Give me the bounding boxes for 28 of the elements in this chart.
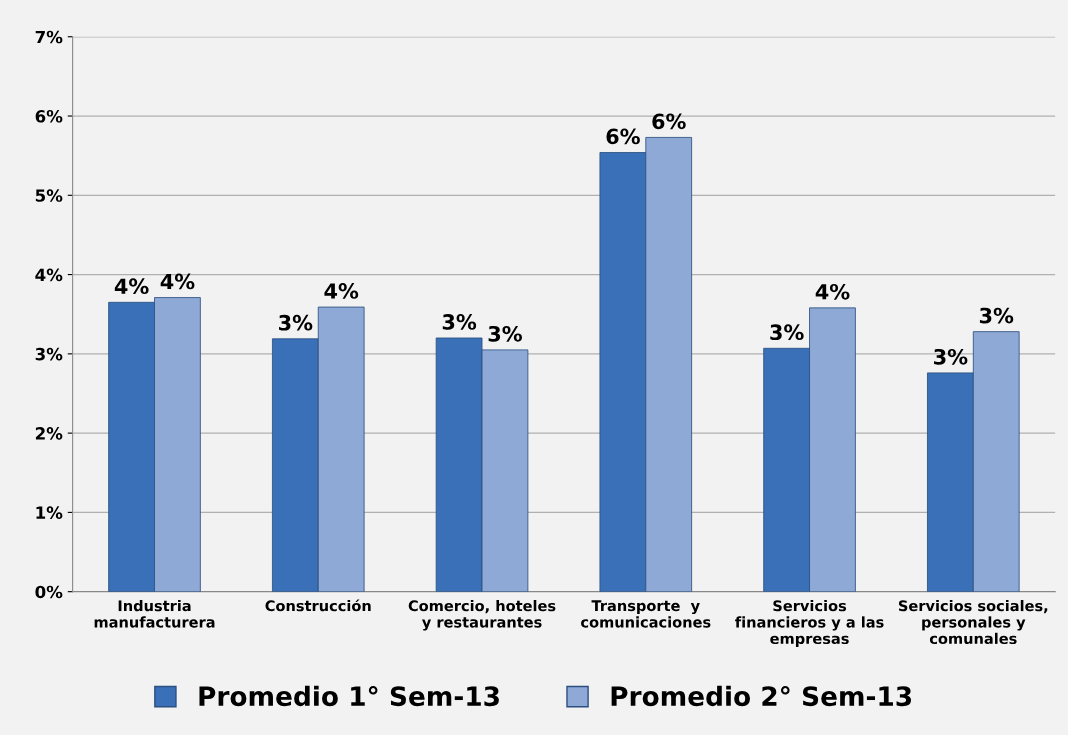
data-label: 6% <box>606 128 640 145</box>
y-tick-label: 2% <box>35 427 63 440</box>
legend-label: Promedio 1° Sem-13 <box>199 685 499 707</box>
y-tick-label: 6% <box>35 109 63 123</box>
data-label: 3% <box>442 314 477 330</box>
data-label: 4% <box>160 273 195 290</box>
y-tick-label: 1% <box>36 506 63 519</box>
data-label: 3% <box>488 325 522 342</box>
data-label: 4% <box>324 283 359 299</box>
y-tick-label: 5% <box>35 189 63 202</box>
y-tick-label: 3% <box>35 347 63 361</box>
x-tick-label: Servicios financieros y a las empresas <box>735 600 884 647</box>
y-tick-label: 0% <box>35 585 63 599</box>
y-tick-label: 7% <box>35 30 63 44</box>
x-tick-label: Comercio, hoteles y restaurantes <box>408 600 556 631</box>
data-label: 4% <box>815 283 850 300</box>
x-tick-label: Industria manufacturera <box>94 600 215 628</box>
data-label: 3% <box>979 307 1014 324</box>
x-tick-label: Servicios sociales, personales y comunales <box>898 600 1048 645</box>
legend-label: Promedio 2° Sem-13 <box>611 685 912 707</box>
data-label: 3% <box>934 348 968 365</box>
y-tick-label: 4% <box>35 268 63 282</box>
data-label: 6% <box>652 113 686 130</box>
x-tick-label: Transporte y comunicaciones <box>581 600 711 628</box>
x-tick-label: Construcción <box>265 599 371 612</box>
data-label: 3% <box>770 324 804 341</box>
data-label: 3% <box>279 314 313 331</box>
data-label: 4% <box>114 278 149 295</box>
